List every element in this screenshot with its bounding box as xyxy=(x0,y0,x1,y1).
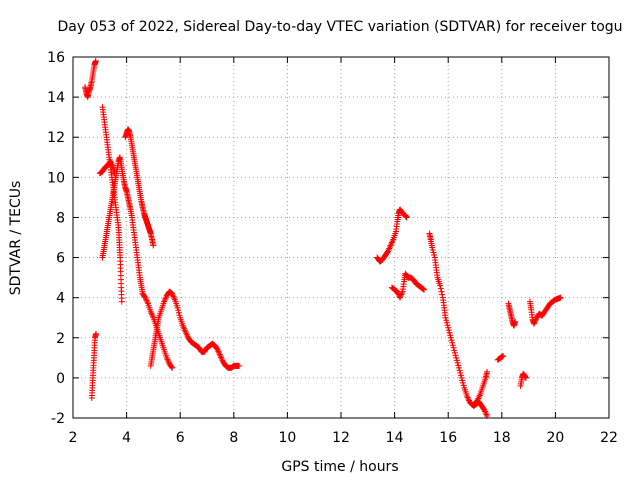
data-point xyxy=(214,345,221,352)
data-point xyxy=(484,412,491,419)
data-point xyxy=(512,318,519,325)
y-tick-label: 12 xyxy=(47,130,65,146)
y-tick-label: 8 xyxy=(56,210,65,226)
data-point xyxy=(458,374,465,381)
data-point xyxy=(449,339,456,346)
y-axis-label: SDTVAR / TECUs xyxy=(8,181,24,296)
x-tick-label: 22 xyxy=(600,430,618,446)
y-tick-label: 4 xyxy=(56,291,65,307)
axis-ticks: 2 4 6 8 10 12 14 16 18 20 22 -2 0 2 4 6 8 10 12 14 16 xyxy=(47,50,618,446)
data-point xyxy=(168,363,175,370)
data-point xyxy=(431,252,438,259)
data-point xyxy=(447,334,454,341)
data-point xyxy=(420,286,427,293)
x-tick-label: 2 xyxy=(69,430,78,446)
data-point xyxy=(438,288,445,295)
data-point xyxy=(484,368,491,375)
data-point xyxy=(500,352,507,359)
x-axis-label: GPS time / hours xyxy=(281,459,398,475)
x-tick-label: 12 xyxy=(332,430,350,446)
data-point xyxy=(460,382,467,389)
data-point xyxy=(522,374,529,381)
data-point xyxy=(150,242,157,249)
data-point xyxy=(169,364,176,371)
y-tick-label: 14 xyxy=(47,90,65,106)
data-point xyxy=(455,364,462,371)
data-point xyxy=(403,214,410,221)
data-point xyxy=(498,353,505,360)
x-tick-label: 14 xyxy=(386,430,404,446)
data-point xyxy=(457,372,464,379)
data-point xyxy=(443,317,450,324)
data-point xyxy=(429,244,436,251)
data-point xyxy=(499,353,506,360)
data-point xyxy=(92,58,99,65)
x-tick-label: 20 xyxy=(546,430,564,446)
data-point xyxy=(449,342,456,349)
data-point xyxy=(445,327,452,334)
data-point xyxy=(454,359,461,366)
data-point xyxy=(437,285,444,292)
data-point xyxy=(174,304,181,311)
data-point xyxy=(455,362,462,369)
data-point xyxy=(459,377,466,384)
data-point xyxy=(443,319,450,326)
data-point xyxy=(557,294,564,301)
x-tick-label: 4 xyxy=(122,430,131,446)
data-point xyxy=(453,354,460,361)
data-point xyxy=(445,324,452,331)
data-point xyxy=(452,352,459,359)
data-point xyxy=(176,312,183,319)
y-tick-label: 10 xyxy=(47,170,65,186)
data-point xyxy=(141,293,148,300)
data-point xyxy=(384,249,391,256)
data-points xyxy=(82,58,564,419)
data-point xyxy=(442,314,449,321)
data-point xyxy=(439,291,446,298)
data-point xyxy=(457,369,464,376)
y-tick-label: -2 xyxy=(51,411,65,427)
x-tick-label: 10 xyxy=(278,430,296,446)
data-point xyxy=(450,344,457,351)
x-tick-label: 8 xyxy=(229,430,238,446)
data-point xyxy=(93,330,100,337)
x-tick-label: 6 xyxy=(176,430,185,446)
data-point xyxy=(419,285,426,292)
data-point xyxy=(480,405,487,412)
data-point xyxy=(451,347,458,354)
data-point xyxy=(175,307,182,314)
y-tick-label: 2 xyxy=(56,331,65,347)
data-point xyxy=(236,362,243,369)
data-point xyxy=(451,349,458,356)
y-tick-label: 16 xyxy=(47,50,65,66)
data-point xyxy=(429,247,436,254)
data-point xyxy=(447,332,454,339)
data-point xyxy=(446,329,453,336)
y-tick-label: 6 xyxy=(56,251,65,267)
x-tick-label: 16 xyxy=(439,430,457,446)
data-point xyxy=(430,249,437,256)
data-point xyxy=(118,298,125,305)
data-point xyxy=(456,367,463,374)
data-point xyxy=(175,309,182,316)
x-tick-label: 18 xyxy=(493,430,511,446)
data-point xyxy=(453,357,460,364)
data-point xyxy=(459,379,466,386)
y-tick-label: 0 xyxy=(56,371,65,387)
chart-title: Day 053 of 2022, Sidereal Day-to-day VTE… xyxy=(57,19,622,35)
data-point xyxy=(421,286,428,293)
data-point xyxy=(437,282,444,289)
data-point xyxy=(444,322,451,329)
data-point xyxy=(448,337,455,344)
